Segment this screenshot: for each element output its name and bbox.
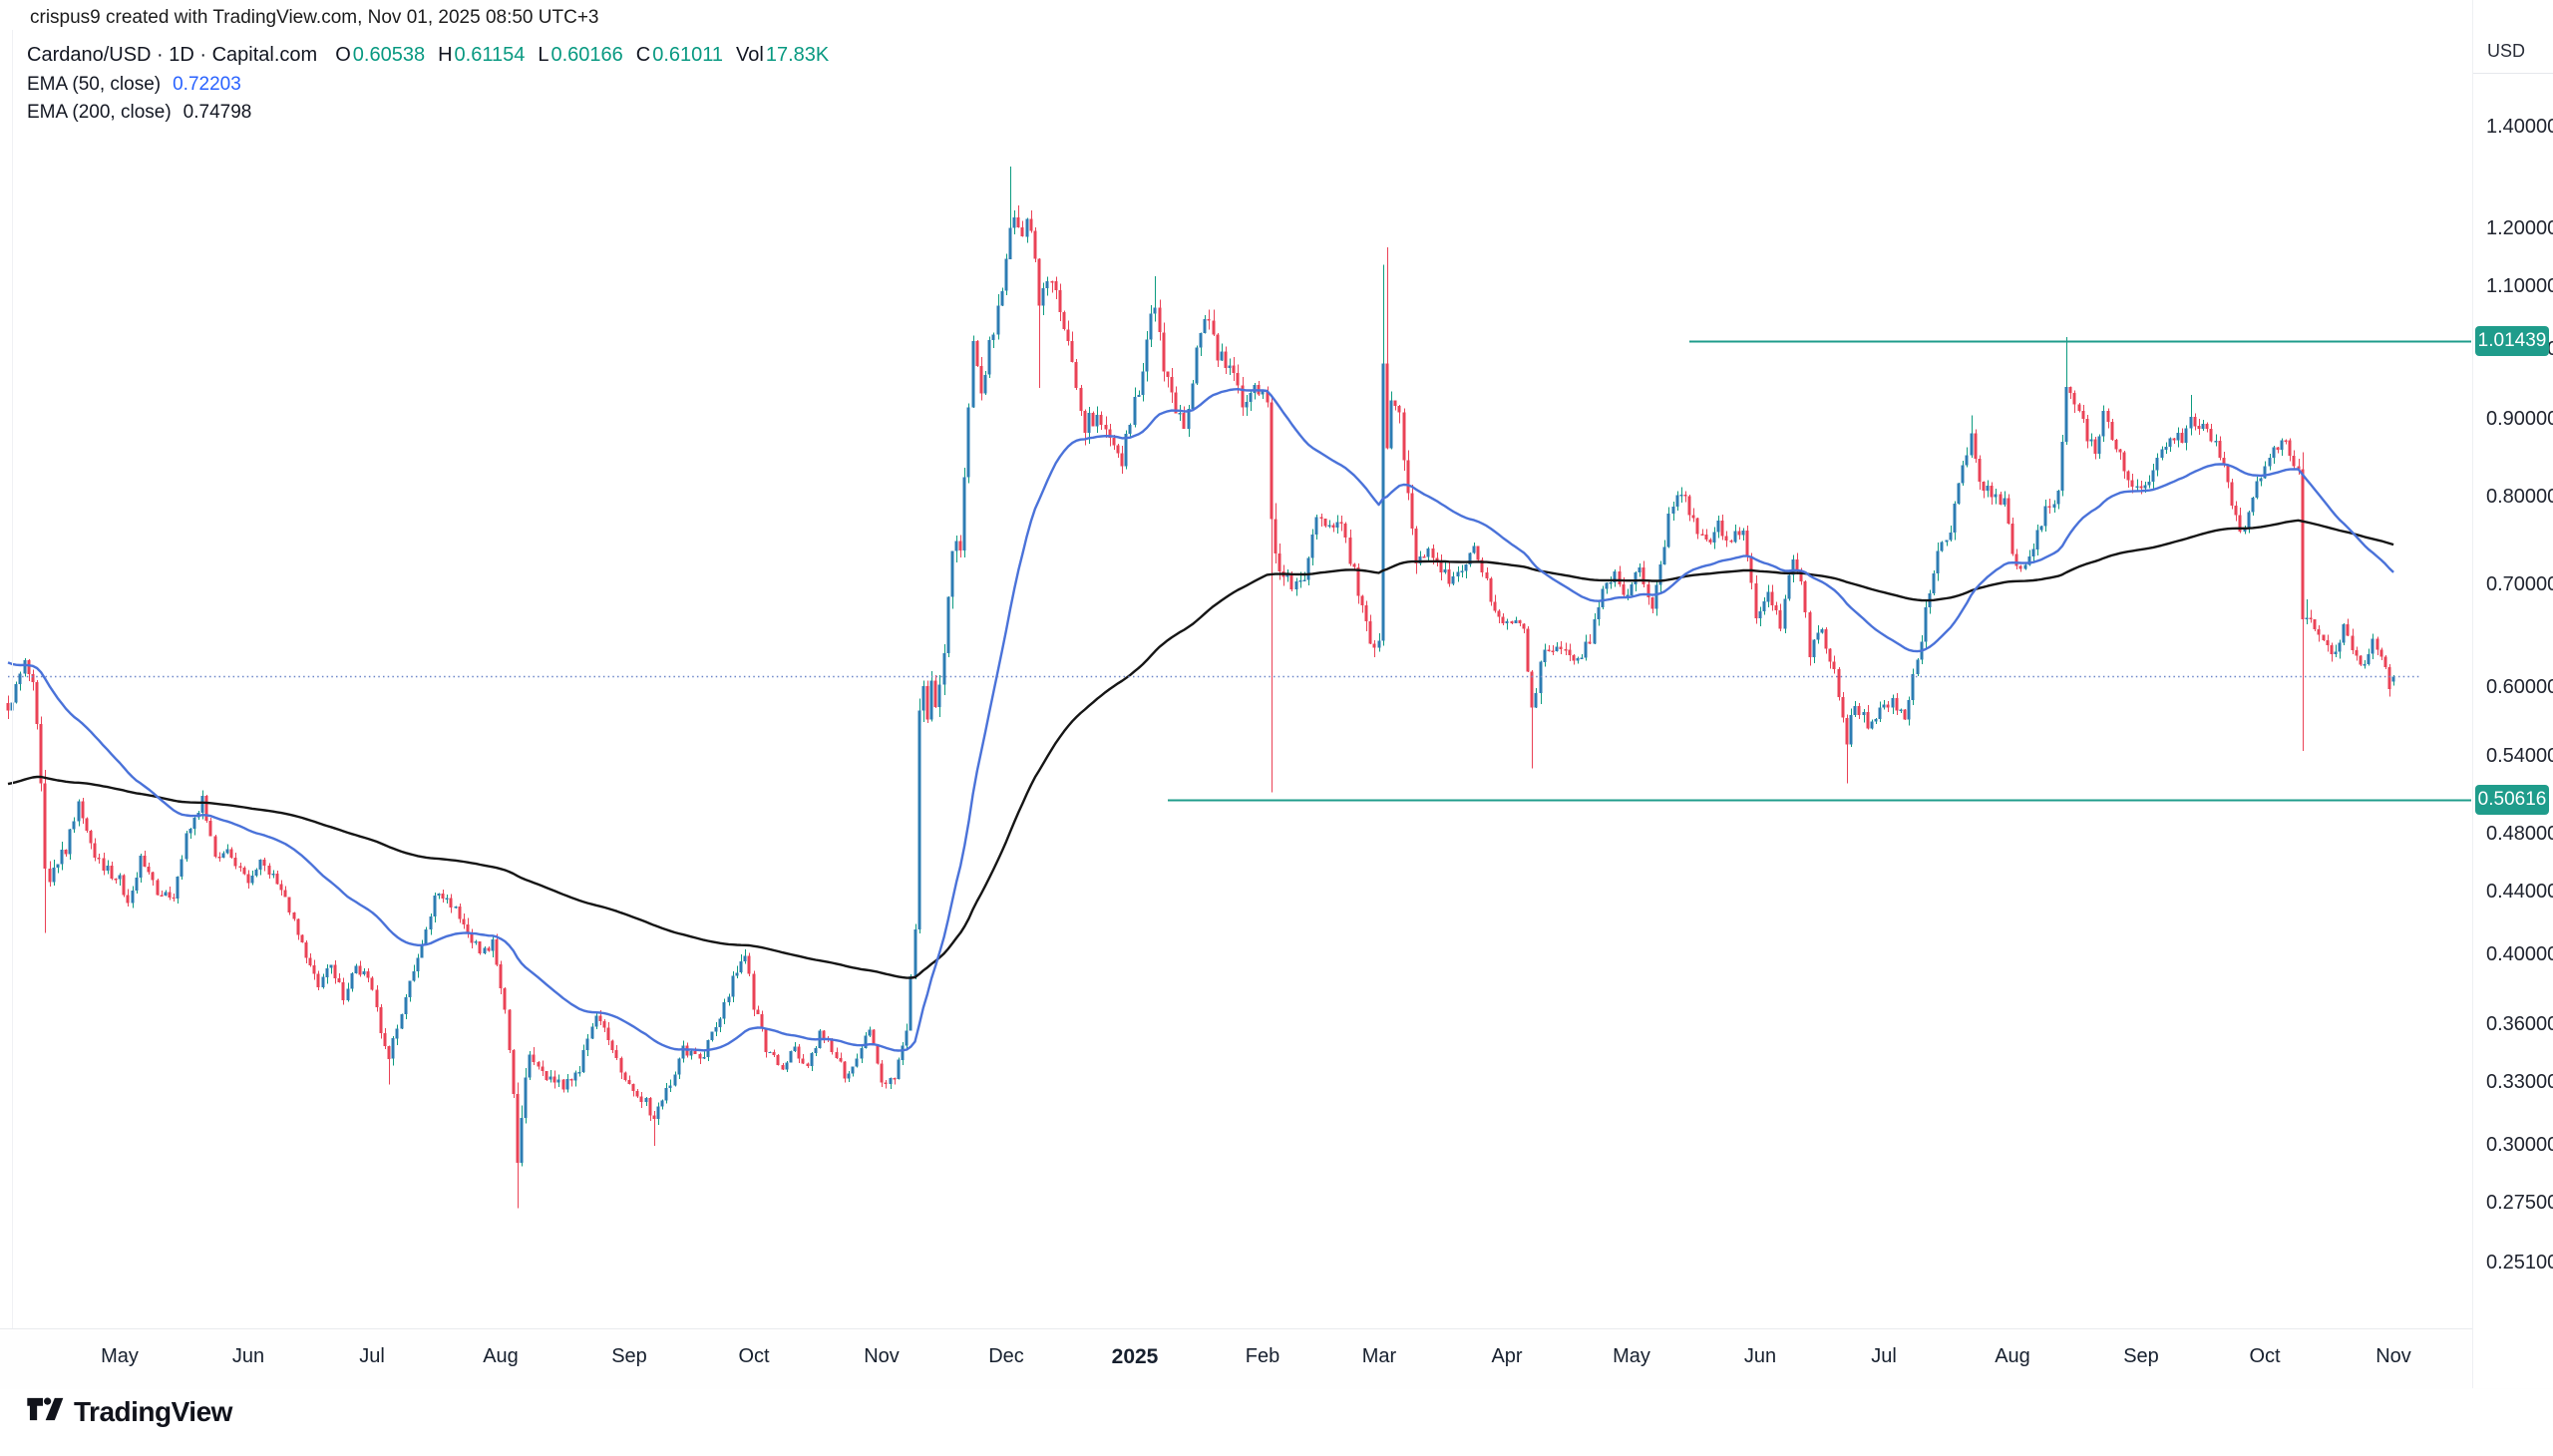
volume-group: Vol 17.83K (736, 44, 829, 67)
price-tick-label: 1.40000 (2486, 116, 2553, 138)
ema50-line[interactable] (7, 388, 2394, 1052)
volume-label: Vol (736, 44, 764, 66)
ema200-label: EMA (200, close) (27, 102, 172, 123)
ema200-value: 0.74798 (182, 102, 252, 123)
time-tick-label: 2025 (1111, 1345, 1159, 1368)
price-tick-label: 0.60000 (2486, 675, 2553, 698)
low-value-group: L 0.60166 (538, 44, 622, 67)
high-value: 0.61154 (454, 44, 526, 66)
time-tick-label: Apr (1491, 1345, 1523, 1367)
close-label: C (635, 44, 651, 66)
open-value: 0.60538 (352, 44, 426, 66)
low-value: 0.60166 (550, 44, 623, 66)
price-level-badge: 1.01439 (2475, 325, 2549, 356)
indicator-ema50[interactable]: EMA (50, close) 0.72203 (27, 74, 842, 96)
ema50-value: 0.72203 (173, 74, 241, 95)
open-label: O (335, 44, 351, 66)
time-tick-label: Jun (231, 1345, 265, 1367)
symbol-title[interactable]: Cardano/USD · 1D · Capital.com (27, 44, 318, 66)
tradingview-icon (26, 1394, 64, 1429)
time-tick-label: Nov (2375, 1345, 2411, 1367)
price-tick-label: 0.80000 (2486, 485, 2553, 508)
price-tick-label: 0.70000 (2486, 573, 2553, 596)
time-tick-label: Feb (1245, 1345, 1280, 1367)
time-tick-label: Mar (1361, 1345, 1397, 1367)
price-tick-label: 0.30000 (2486, 1133, 2553, 1156)
price-tick-label: 0.36000 (2486, 1013, 2553, 1036)
symbol-row[interactable]: Cardano/USD · 1D · Capital.com O 0.60538 … (27, 44, 842, 67)
attribution: crispus9 created with TradingView.com, N… (30, 7, 599, 28)
price-axis[interactable]: USD 1.400001.200001.100001.000000.900000… (2472, 0, 2553, 1388)
indicator-ema200[interactable]: EMA (200, close) 0.74798 (27, 102, 842, 124)
candles (6, 167, 2395, 1209)
time-tick-label: Sep (2123, 1345, 2159, 1367)
legend: Cardano/USD · 1D · Capital.com O 0.60538 … (27, 44, 842, 130)
price-tick-label: 0.90000 (2486, 407, 2553, 430)
time-tick-label: Dec (988, 1345, 1024, 1367)
time-tick-label: Jun (1743, 1345, 1777, 1367)
close-value-group: C 0.61011 (636, 44, 723, 67)
time-tick-label: Jul (1871, 1345, 1897, 1367)
high-label: H (438, 44, 453, 66)
pane-left-border (12, 30, 13, 1328)
ema50-label: EMA (50, close) (27, 74, 162, 95)
time-tick-label: Jul (359, 1345, 385, 1367)
close-value: 0.61011 (652, 44, 724, 66)
time-tick-label: May (101, 1345, 139, 1367)
price-tick-label: 1.20000 (2486, 217, 2553, 240)
time-tick-label: Oct (738, 1345, 770, 1367)
time-tick-label: Aug (1995, 1345, 2030, 1367)
tradingview-wordmark: TradingView (74, 1395, 232, 1427)
time-tick-label: Aug (483, 1345, 519, 1367)
price-tick-label: 0.27500 (2486, 1191, 2553, 1214)
currency-label[interactable]: USD (2473, 30, 2553, 74)
ema200-line[interactable] (7, 519, 2394, 979)
price-tick-label: 1.10000 (2486, 274, 2553, 297)
volume-value: 17.83K (765, 44, 830, 66)
price-level-badge: 0.50616 (2475, 785, 2549, 816)
time-tick-label: May (1613, 1345, 1650, 1367)
time-tick-label: Sep (611, 1345, 647, 1367)
time-tick-label: Oct (2249, 1345, 2281, 1367)
high-value-group: H 0.61154 (438, 44, 525, 67)
price-tick-label: 0.40000 (2486, 943, 2553, 966)
price-tick-label: 0.25100 (2486, 1252, 2553, 1274)
price-tick-label: 0.33000 (2486, 1070, 2553, 1093)
time-tick-label: Nov (864, 1345, 900, 1367)
open-value-group: O 0.60538 (335, 44, 425, 67)
time-axis[interactable]: May Jun Jul Aug Sep Oct Nov Dec 2025 Feb Mar Apr May… (0, 1328, 2553, 1389)
price-tick-label: 0.54000 (2486, 745, 2553, 768)
low-label: L (538, 44, 549, 66)
tradingview-logo[interactable]: TradingView (26, 1394, 232, 1429)
price-tick-label: 0.44000 (2486, 881, 2553, 904)
price-tick-label: 0.48000 (2486, 823, 2553, 846)
